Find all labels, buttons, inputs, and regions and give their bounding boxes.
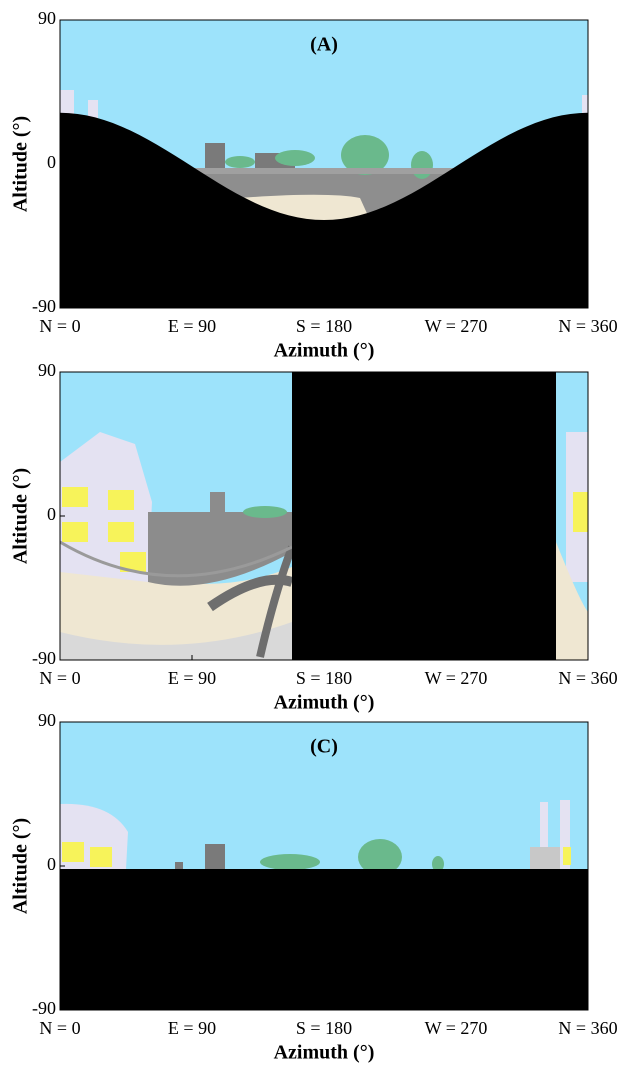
panel-title: (A) — [310, 34, 338, 56]
road — [256, 545, 296, 658]
building — [205, 143, 225, 168]
window — [62, 522, 88, 542]
x-tick-label: N = 360 — [558, 1018, 617, 1038]
x-tick-label: E = 90 — [168, 1018, 216, 1038]
panel-title: (C) — [310, 736, 338, 758]
tree — [225, 156, 255, 168]
tree — [243, 506, 287, 518]
x-tick-label: W = 270 — [425, 1018, 488, 1038]
y-tick-label: 90 — [38, 360, 56, 380]
x-axis-label: Azimuth (°) — [274, 340, 375, 362]
y-tick-label: 0 — [47, 152, 56, 172]
building — [530, 847, 560, 869]
x-axis-label: Azimuth (°) — [274, 1042, 375, 1064]
tree — [358, 839, 402, 875]
x-tick-label: N = 0 — [39, 316, 80, 336]
window — [108, 490, 134, 510]
tree — [432, 856, 444, 872]
road — [207, 574, 294, 612]
x-tick-label: W = 270 — [425, 668, 488, 688]
ground — [60, 622, 292, 660]
x-tick-label: S = 180 — [296, 1018, 352, 1038]
x-tick-label: W = 270 — [425, 316, 488, 336]
building — [205, 844, 225, 869]
window — [563, 847, 571, 865]
x-tick-label: S = 180 — [296, 316, 352, 336]
mask — [60, 869, 588, 1010]
x-tick-label: N = 0 — [39, 1018, 80, 1038]
building — [60, 432, 152, 582]
window — [62, 487, 88, 507]
x-tick-label: E = 90 — [168, 316, 216, 336]
window — [120, 552, 146, 572]
image — [60, 20, 588, 308]
x-axis-label: Azimuth (°) — [274, 692, 375, 714]
ground — [556, 542, 588, 660]
building — [540, 802, 548, 869]
tree — [260, 854, 320, 870]
mask — [292, 372, 556, 660]
window — [573, 492, 588, 532]
y-axis-label: Altitude (°) — [10, 468, 32, 564]
tree — [275, 150, 315, 166]
window — [90, 847, 112, 867]
y-tick-label: 90 — [38, 8, 56, 28]
road — [60, 540, 293, 578]
x-tick-label: N = 0 — [39, 668, 80, 688]
ground — [60, 168, 588, 174]
x-tick-label: E = 90 — [168, 668, 216, 688]
y-axis-label: Altitude (°) — [10, 818, 32, 914]
window — [62, 842, 84, 862]
mask — [60, 112, 588, 308]
y-axis-label: Altitude (°) — [10, 116, 32, 212]
y-tick-label: 0 — [47, 504, 56, 524]
building — [560, 800, 570, 869]
window — [108, 522, 134, 542]
image — [60, 372, 588, 660]
y-tick-label: -90 — [32, 648, 56, 668]
x-tick-label: N = 360 — [558, 668, 617, 688]
x-tick-label: N = 360 — [558, 316, 617, 336]
y-tick-label: -90 — [32, 998, 56, 1018]
tree — [341, 135, 389, 175]
building — [175, 862, 183, 869]
image — [60, 722, 588, 1010]
y-tick-label: 90 — [38, 710, 56, 730]
y-tick-label: -90 — [32, 296, 56, 316]
x-tick-label: S = 180 — [296, 668, 352, 688]
tree — [411, 151, 433, 179]
y-tick-label: 0 — [47, 854, 56, 874]
panel-title: (B) — [311, 386, 338, 408]
